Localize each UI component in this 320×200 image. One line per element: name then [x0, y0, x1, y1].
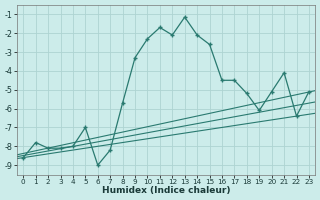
X-axis label: Humidex (Indice chaleur): Humidex (Indice chaleur) [102, 186, 230, 195]
